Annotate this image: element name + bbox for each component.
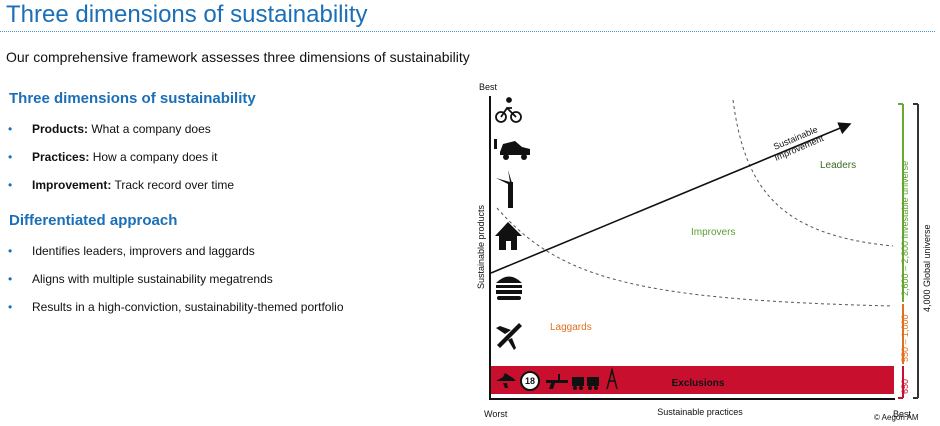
leaders-boundary-curve bbox=[732, 99, 894, 247]
bullet-icon: • bbox=[8, 150, 13, 164]
laggards-boundary-curve bbox=[496, 207, 894, 307]
page-subtitle: Our comprehensive framework assesses thr… bbox=[6, 49, 470, 65]
dimensions-list: • Products: What a company does • Practice… bbox=[8, 121, 234, 205]
electric-car-icon bbox=[494, 139, 530, 160]
item-text: Track record over time bbox=[111, 178, 235, 192]
low-bracket-label: 650 bbox=[900, 379, 910, 394]
list-item: • Practices: How a company does it bbox=[8, 149, 234, 177]
exclusions-label: Exclusions bbox=[672, 378, 725, 389]
page-title: Three dimensions of sustainability bbox=[6, 1, 368, 28]
section-heading-dimensions: Three dimensions of sustainability bbox=[9, 90, 256, 107]
wind-turbine-icon bbox=[496, 170, 513, 208]
y-axis-best-label: Best bbox=[479, 82, 498, 92]
burger-icon bbox=[496, 276, 522, 300]
bicycle-icon bbox=[495, 97, 522, 123]
airplane-icon bbox=[496, 323, 522, 350]
age-18-badge-text: 18 bbox=[525, 376, 535, 386]
laggards-label: Laggards bbox=[550, 322, 592, 333]
list-item: • Aligns with multiple sustainability meg… bbox=[8, 271, 344, 299]
y-axis-title: Sustainable products bbox=[476, 204, 486, 289]
item-text: Aligns with multiple sustainability mega… bbox=[32, 272, 273, 286]
x-axis-best-label: Best bbox=[893, 409, 912, 419]
bullet-icon: • bbox=[8, 300, 13, 314]
low-bracket: 650 bbox=[898, 366, 910, 399]
item-text: Identifies leaders, improvers and laggar… bbox=[32, 244, 255, 258]
item-label: Practices: bbox=[32, 150, 90, 164]
item-text: How a company does it bbox=[89, 150, 218, 164]
approach-list: • Identifies leaders, improvers and lagga… bbox=[8, 243, 344, 327]
coal-wagon-icon bbox=[572, 377, 599, 390]
leaders-label: Leaders bbox=[820, 160, 856, 171]
investable-bracket: 2,600 – 2,800 Investable universe bbox=[898, 103, 910, 302]
gun-icon bbox=[546, 374, 568, 389]
fighter-jet-icon bbox=[496, 373, 516, 388]
bullet-icon: • bbox=[8, 244, 13, 258]
list-item: • Improvement: Track record over time bbox=[8, 177, 234, 205]
bullet-icon: • bbox=[8, 122, 13, 136]
list-item: • Products: What a company does bbox=[8, 121, 234, 149]
item-text: What a company does bbox=[88, 122, 211, 136]
global-bracket: 4,000 Global universe bbox=[913, 103, 932, 399]
investable-universe-label: 2,600 – 2,800 Investable universe bbox=[900, 161, 910, 296]
mid-bracket-label: 550 – 1,000 bbox=[900, 314, 910, 362]
item-text: Results in a high-conviction, sustainabi… bbox=[32, 300, 344, 314]
item-label: Improvement: bbox=[32, 178, 112, 192]
title-divider bbox=[0, 31, 935, 32]
mid-bracket: 550 – 1,000 bbox=[900, 304, 910, 364]
improvement-arrow bbox=[490, 122, 852, 274]
improvers-label: Improvers bbox=[691, 227, 735, 238]
house-icon bbox=[495, 222, 522, 250]
x-axis-title: Sustainable practices bbox=[657, 407, 743, 417]
bullet-icon: • bbox=[8, 178, 13, 192]
item-label: Products: bbox=[32, 122, 89, 136]
section-heading-approach: Differentiated approach bbox=[9, 212, 178, 229]
list-item: • Results in a high-conviction, sustainab… bbox=[8, 299, 344, 327]
global-universe-label: 4,000 Global universe bbox=[922, 224, 932, 312]
age-18-icon: 18 bbox=[520, 371, 540, 391]
bullet-icon: • bbox=[8, 272, 13, 286]
x-axis-worst-label: Worst bbox=[484, 409, 508, 419]
oil-rig-icon bbox=[606, 367, 618, 390]
list-item: • Identifies leaders, improvers and lagga… bbox=[8, 243, 344, 271]
copyright-text: © Aegon AM bbox=[874, 413, 919, 422]
